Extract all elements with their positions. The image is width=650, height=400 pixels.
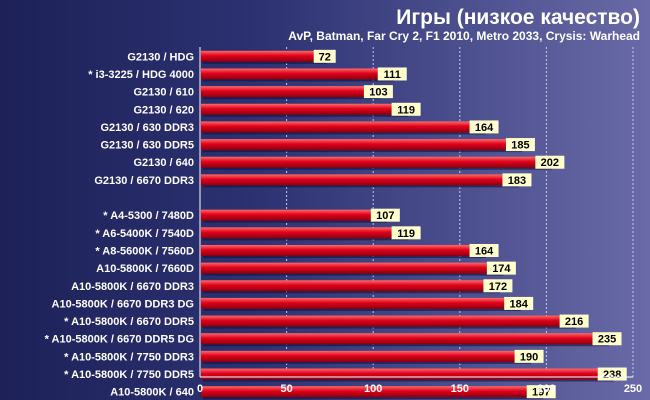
- bar: [201, 368, 613, 380]
- data-label: 111: [384, 69, 401, 81]
- data-label-box: [486, 261, 516, 275]
- data-label: 119: [397, 104, 415, 116]
- x-tick-label: 250: [624, 383, 642, 395]
- bar: [201, 333, 608, 345]
- bar: [201, 244, 485, 256]
- bar: [201, 68, 393, 80]
- data-label: 183: [508, 175, 526, 187]
- bar: [201, 174, 517, 186]
- data-label-box: [535, 155, 565, 169]
- category-label: A10-5800K / 640: [110, 387, 194, 399]
- category-label: G2130 / 610: [133, 87, 194, 99]
- data-label: 103: [369, 87, 387, 99]
- bar: [201, 262, 502, 274]
- bar: [201, 121, 485, 133]
- category-label: G2130 / 640: [133, 157, 194, 169]
- x-tick-label: 200: [537, 383, 555, 395]
- data-label: 216: [565, 316, 583, 328]
- chart-subtitle: AvP, Batman, Far Cry 2, F1 2010, Metro 2…: [288, 29, 640, 43]
- category-label: A10-5800K / 6670 DDR3 DG: [52, 298, 194, 310]
- data-label-box: [391, 226, 421, 240]
- x-tick-label: 100: [364, 383, 382, 395]
- category-label: * A6-5400K / 7540D: [95, 228, 194, 240]
- category-label: A10-5800K / 7660D: [96, 263, 194, 275]
- category-label: A10-5800K / 6670 DDR3: [71, 281, 194, 293]
- bar: [201, 386, 542, 398]
- bar: [201, 86, 379, 98]
- data-label: 202: [541, 157, 559, 169]
- data-label: 184: [510, 298, 529, 310]
- data-label: 119: [397, 228, 415, 240]
- bar: [201, 156, 550, 168]
- bar: [201, 350, 530, 362]
- data-label: 164: [475, 122, 494, 134]
- bar: [201, 209, 386, 221]
- data-label: 197: [532, 387, 550, 399]
- category-label: * A10-5800K / 7750 DDR3: [64, 351, 194, 363]
- bar: [201, 139, 521, 151]
- data-label-box: [483, 279, 513, 293]
- data-label-box: [502, 173, 532, 187]
- x-axis: 0 50 100 150 200 250: [197, 47, 642, 395]
- x-tick-label: 150: [451, 383, 469, 395]
- data-label-box: [514, 349, 544, 363]
- data-label: 174: [492, 263, 511, 275]
- x-tick-label: 50: [280, 383, 292, 395]
- data-label: 164: [475, 245, 494, 257]
- bar: [201, 103, 407, 115]
- data-label-box: [505, 138, 535, 152]
- data-label: 190: [520, 351, 538, 363]
- bars: G2130 / HDG 72 * i3-3225 / HDG 4000 111 G213…: [45, 49, 627, 400]
- data-label-box: [469, 120, 499, 134]
- category-label: * A10-5800K / 6670 DDR5 DG: [45, 334, 194, 346]
- category-label: * A4-5300 / 7480D: [103, 210, 194, 222]
- bar: [201, 227, 407, 239]
- category-label: * A10-5800K / 6670 DDR5: [64, 316, 194, 328]
- category-label: G2130 / 6670 DDR3: [94, 175, 194, 187]
- category-label: * i3-3225 / HDG 4000: [88, 69, 194, 81]
- data-label-box: [592, 332, 622, 346]
- data-label: 185: [511, 140, 529, 152]
- x-tick-label: 0: [197, 383, 203, 395]
- data-label: 235: [598, 334, 616, 346]
- category-label: G2130 / 620: [133, 104, 194, 116]
- data-label-box: [526, 385, 556, 399]
- data-label-box: [313, 49, 336, 63]
- data-label-box: [370, 208, 400, 222]
- data-label: 107: [376, 210, 394, 222]
- data-label-box: [363, 85, 393, 99]
- bar: [201, 280, 498, 292]
- data-label: 238: [603, 369, 621, 381]
- bar: [201, 297, 519, 309]
- category-label: * A10-5800K / 7750 DDR5: [64, 369, 194, 381]
- data-label-box: [469, 243, 499, 257]
- bar: [201, 315, 575, 327]
- data-label-box: [504, 296, 534, 310]
- data-label-box: [377, 67, 407, 81]
- data-label: 72: [319, 51, 331, 63]
- category-label: * A8-5600K / 7560D: [95, 245, 194, 257]
- category-label: G2130 / HDG: [127, 51, 194, 63]
- data-label-box: [391, 102, 421, 116]
- category-label: G2130 / 630 DDR5: [100, 140, 194, 152]
- chart-title: Игры (низкое качество): [396, 6, 640, 29]
- bar: [201, 50, 325, 62]
- data-label-box: [559, 314, 589, 328]
- category-label: G2130 / 630 DDR3: [100, 122, 194, 134]
- data-label: 172: [489, 281, 507, 293]
